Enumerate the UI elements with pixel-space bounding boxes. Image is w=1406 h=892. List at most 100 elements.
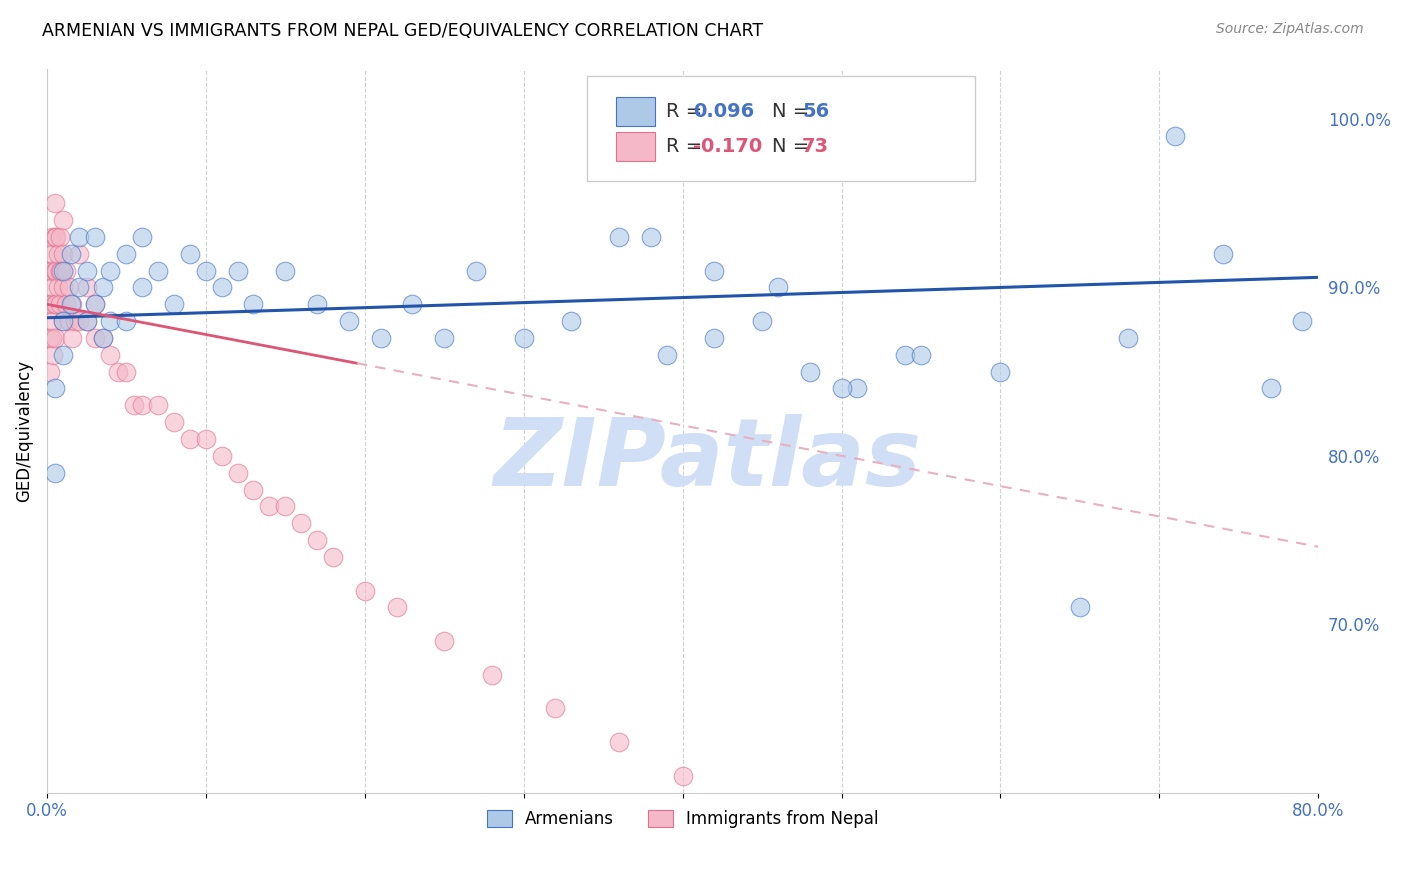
Point: [146, 263, 169, 277]
Point: [655, 348, 678, 362]
Point: [194, 263, 217, 277]
Point: [41, 297, 63, 311]
Point: [1260, 382, 1282, 396]
Point: [1116, 331, 1139, 345]
Point: [131, 280, 153, 294]
Text: ZIPatlas: ZIPatlas: [494, 414, 922, 506]
Point: [45, 230, 67, 244]
Point: [211, 449, 233, 463]
Point: [48, 230, 70, 244]
Point: [44, 230, 66, 244]
Point: [52, 263, 75, 277]
Point: [41, 230, 63, 244]
Point: [100, 263, 122, 277]
FancyBboxPatch shape: [616, 97, 655, 127]
Point: [67, 230, 90, 244]
Point: [124, 398, 146, 412]
Point: [131, 398, 153, 412]
Point: [67, 280, 90, 294]
Point: [846, 382, 869, 396]
Point: [83, 297, 105, 311]
Point: [910, 348, 932, 362]
Text: 56: 56: [801, 103, 830, 121]
Point: [42, 280, 65, 294]
Point: [607, 230, 630, 244]
Point: [52, 348, 75, 362]
Point: [52, 280, 75, 294]
Point: [41, 263, 63, 277]
Point: [42, 348, 65, 362]
Text: R =: R =: [666, 137, 709, 156]
FancyBboxPatch shape: [616, 132, 655, 161]
Point: [131, 230, 153, 244]
Point: [65, 314, 87, 328]
Text: -0.170: -0.170: [693, 137, 762, 156]
Point: [671, 769, 693, 783]
Text: N =: N =: [772, 103, 815, 121]
Point: [115, 365, 138, 379]
Point: [76, 314, 98, 328]
Point: [67, 314, 90, 328]
Point: [910, 870, 932, 884]
Text: N =: N =: [772, 137, 815, 156]
Point: [48, 297, 70, 311]
Y-axis label: GED/Equivalency: GED/Equivalency: [15, 359, 32, 501]
Point: [83, 297, 105, 311]
Text: 73: 73: [801, 137, 830, 156]
Point: [60, 331, 83, 345]
Point: [831, 836, 853, 850]
Point: [401, 297, 423, 311]
Point: [481, 667, 503, 681]
Point: [39, 365, 62, 379]
Point: [226, 263, 249, 277]
Point: [51, 263, 73, 277]
Point: [42, 246, 65, 260]
Point: [39, 331, 62, 345]
Point: [76, 263, 98, 277]
Point: [55, 263, 77, 277]
Point: [58, 314, 80, 328]
Text: R =: R =: [666, 103, 709, 121]
Point: [163, 415, 186, 429]
Point: [990, 365, 1012, 379]
Point: [703, 263, 725, 277]
Point: [107, 365, 129, 379]
Point: [91, 280, 114, 294]
Point: [52, 246, 75, 260]
Point: [42, 314, 65, 328]
Point: [1164, 128, 1187, 143]
Point: [67, 246, 90, 260]
Point: [465, 263, 488, 277]
Point: [44, 196, 66, 211]
Point: [91, 331, 114, 345]
Point: [512, 331, 534, 345]
Text: ARMENIAN VS IMMIGRANTS FROM NEPAL GED/EQUIVALENCY CORRELATION CHART: ARMENIAN VS IMMIGRANTS FROM NEPAL GED/EQ…: [42, 22, 763, 40]
Point: [44, 297, 66, 311]
Legend: Armenians, Immigrants from Nepal: Armenians, Immigrants from Nepal: [481, 804, 884, 835]
Point: [46, 280, 69, 294]
Point: [100, 314, 122, 328]
Point: [39, 263, 62, 277]
Point: [39, 297, 62, 311]
Point: [1291, 314, 1313, 328]
Point: [194, 432, 217, 446]
Point: [259, 500, 281, 514]
Point: [76, 314, 98, 328]
Text: 0.096: 0.096: [693, 103, 754, 121]
Point: [59, 297, 82, 311]
Point: [163, 297, 186, 311]
Point: [274, 500, 297, 514]
Point: [607, 735, 630, 749]
Point: [211, 280, 233, 294]
Point: [41, 331, 63, 345]
Point: [831, 382, 853, 396]
Point: [370, 331, 392, 345]
Point: [640, 230, 662, 244]
Point: [60, 297, 83, 311]
Point: [48, 263, 70, 277]
Point: [83, 331, 105, 345]
Point: [751, 803, 773, 817]
Point: [307, 297, 329, 311]
Point: [226, 466, 249, 480]
Point: [52, 213, 75, 227]
